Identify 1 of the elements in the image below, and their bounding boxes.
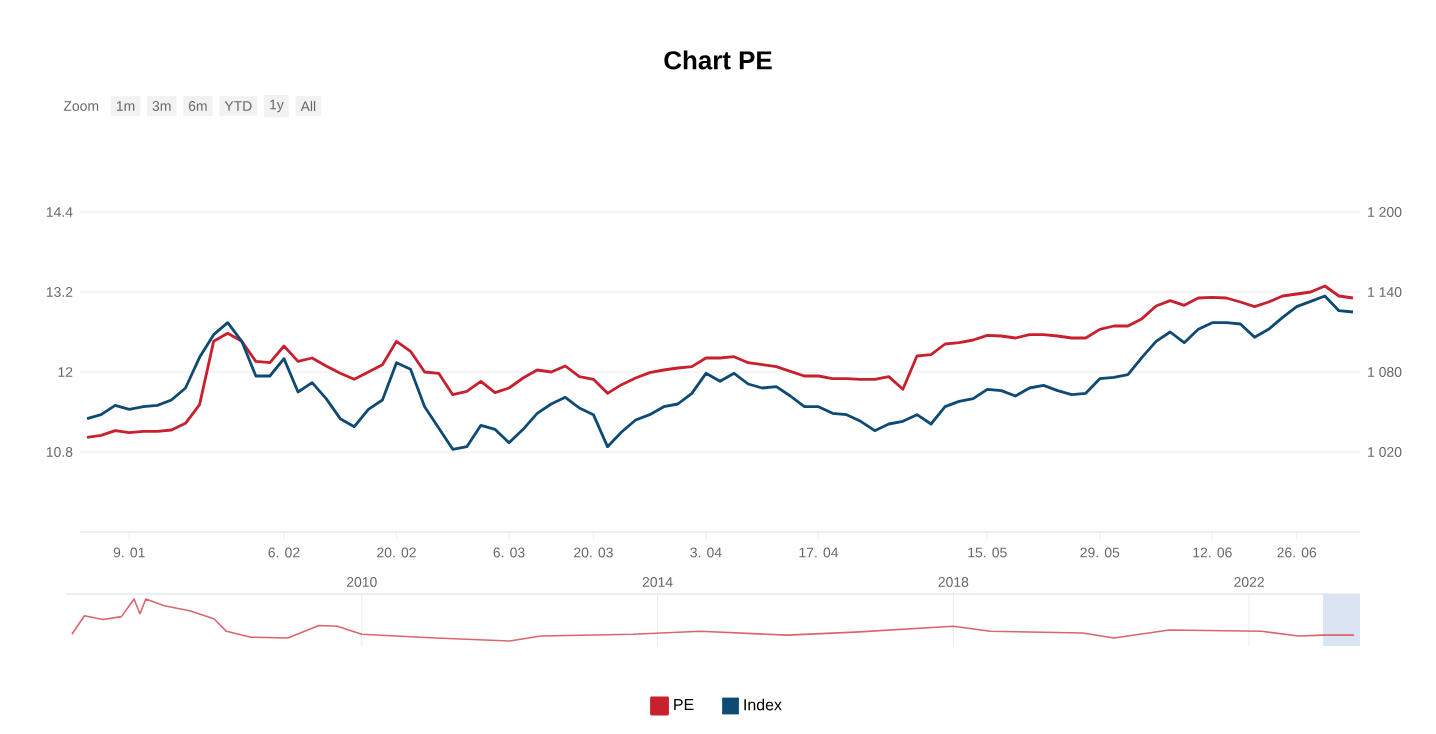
chart-title: Chart PE xyxy=(664,50,772,70)
